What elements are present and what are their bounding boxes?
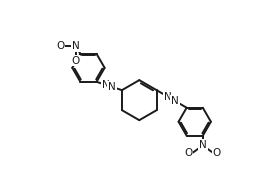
- Text: N: N: [171, 96, 179, 106]
- Text: O: O: [185, 148, 193, 158]
- Text: N: N: [72, 41, 80, 51]
- Text: N: N: [102, 80, 110, 90]
- Text: O: O: [57, 41, 65, 51]
- Text: N: N: [164, 92, 172, 102]
- Text: O: O: [213, 148, 221, 158]
- Text: N: N: [199, 140, 207, 150]
- Text: N: N: [109, 82, 116, 92]
- Text: O: O: [72, 56, 80, 66]
